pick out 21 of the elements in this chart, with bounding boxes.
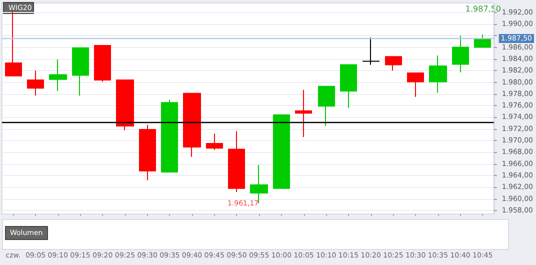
candlestick	[362, 36, 380, 66]
candlestick	[474, 34, 491, 48]
candlestick	[206, 133, 223, 150]
candlestick	[429, 54, 447, 94]
candlestick	[27, 70, 44, 96]
candlestick	[183, 92, 201, 158]
candlestick	[94, 45, 111, 82]
candlestick	[295, 89, 312, 138]
candlestick	[340, 64, 357, 108]
candlestick	[385, 56, 402, 72]
candlestick	[273, 114, 290, 189]
candlestick	[318, 86, 335, 126]
candlestick	[161, 99, 178, 173]
candlestick	[72, 47, 89, 96]
candlestick	[116, 79, 134, 131]
candlestick	[139, 124, 156, 181]
candlestick	[452, 35, 469, 73]
candlestick	[407, 72, 424, 98]
candlestick	[5, 10, 22, 76]
candlestick	[228, 130, 245, 193]
candlestick	[49, 59, 67, 92]
